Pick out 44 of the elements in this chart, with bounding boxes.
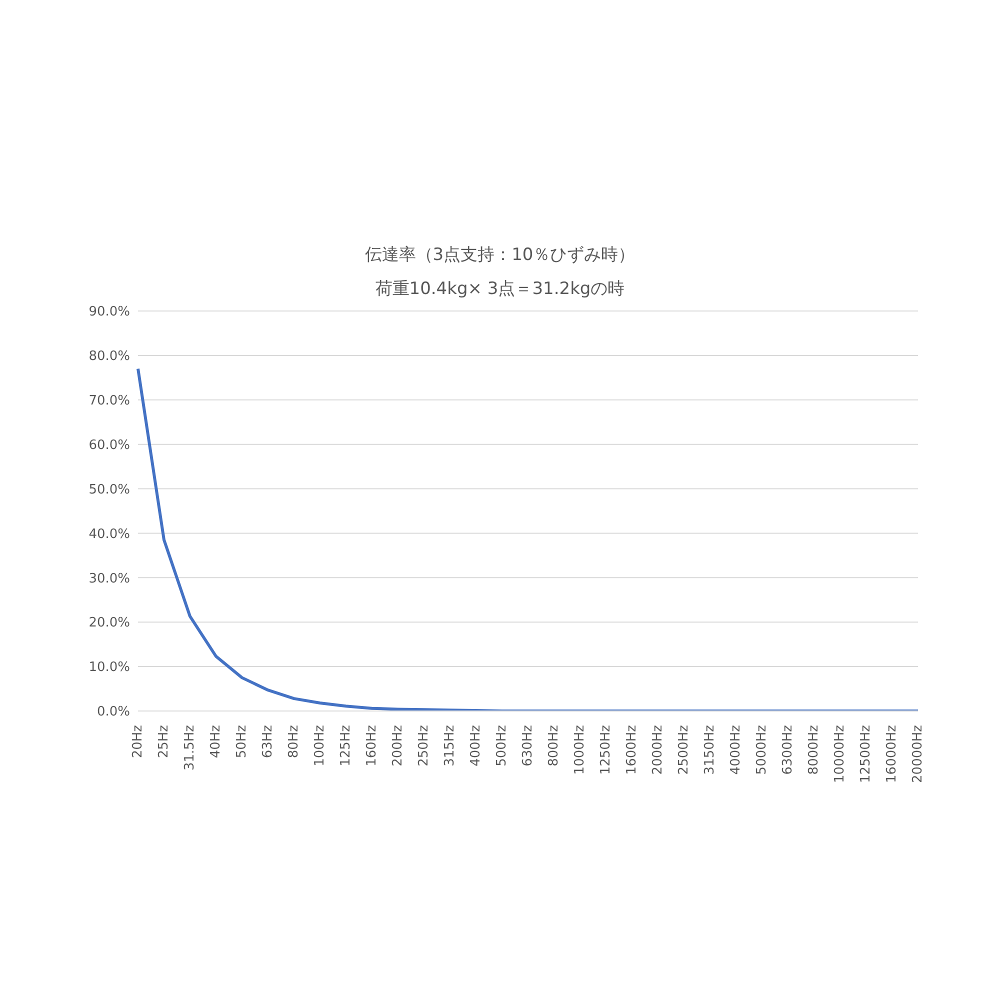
chart-title: 伝達率（3点支持：10％ひずみ時） (364, 244, 636, 267)
y-tick-label: 10.0% (88, 660, 130, 676)
x-tick-label: 80Hz (286, 724, 302, 758)
y-tick-label: 90.0% (88, 304, 130, 320)
x-tick-label: 20000Hz (910, 724, 926, 783)
x-tick-label: 125Hz (338, 724, 354, 766)
x-tick-label: 315Hz (442, 724, 458, 766)
x-tick-label: 160Hz (364, 724, 380, 766)
x-tick-label: 8000Hz (806, 724, 822, 775)
y-tick-label: 0.0% (96, 704, 130, 720)
x-tick-label: 16000Hz (884, 724, 900, 783)
x-tick-label: 6300Hz (780, 724, 796, 775)
x-tick-label: 250Hz (416, 724, 432, 766)
x-tick-label: 1250Hz (598, 724, 614, 775)
x-tick-label: 2000Hz (650, 724, 666, 775)
y-tick-label: 60.0% (88, 438, 130, 453)
x-tick-label: 20Hz (130, 724, 146, 758)
x-tick-label: 4000Hz (728, 724, 744, 775)
x-tick-label: 400Hz (468, 724, 484, 766)
x-tick-label: 100Hz (312, 724, 328, 766)
x-tick-label: 25Hz (156, 724, 172, 758)
y-tick-label: 40.0% (88, 526, 130, 542)
y-tick-label: 20.0% (88, 616, 130, 631)
x-tick-label: 200Hz (390, 724, 406, 766)
x-tick-label: 800Hz (546, 724, 562, 766)
x-tick-label: 10000Hz (832, 724, 848, 783)
y-tick-label: 50.0% (88, 482, 130, 498)
x-tick-label: 63Hz (260, 724, 276, 758)
x-tick-label: 1600Hz (624, 724, 640, 775)
x-tick-label: 2500Hz (676, 724, 692, 775)
y-tick-label: 30.0% (88, 571, 130, 586)
x-tick-label: 50Hz (234, 724, 250, 758)
x-tick-label: 40Hz (208, 724, 224, 758)
x-tick-label: 630Hz (520, 724, 536, 766)
x-tick-label: 500Hz (494, 724, 510, 766)
x-tick-label: 5000Hz (754, 724, 770, 775)
y-tick-label: 70.0% (88, 394, 130, 409)
chart-subtitle: 荷重10.4kg× 3点＝31.2kgの時 (374, 278, 626, 301)
y-tick-label: 80.0% (88, 349, 130, 364)
x-tick-label: 31.5Hz (182, 724, 198, 771)
x-tick-label: 3150Hz (702, 724, 718, 775)
line-series (136, 367, 920, 711)
x-tick-label: 12500Hz (858, 724, 874, 783)
x-tick-label: 1000Hz (572, 724, 588, 775)
